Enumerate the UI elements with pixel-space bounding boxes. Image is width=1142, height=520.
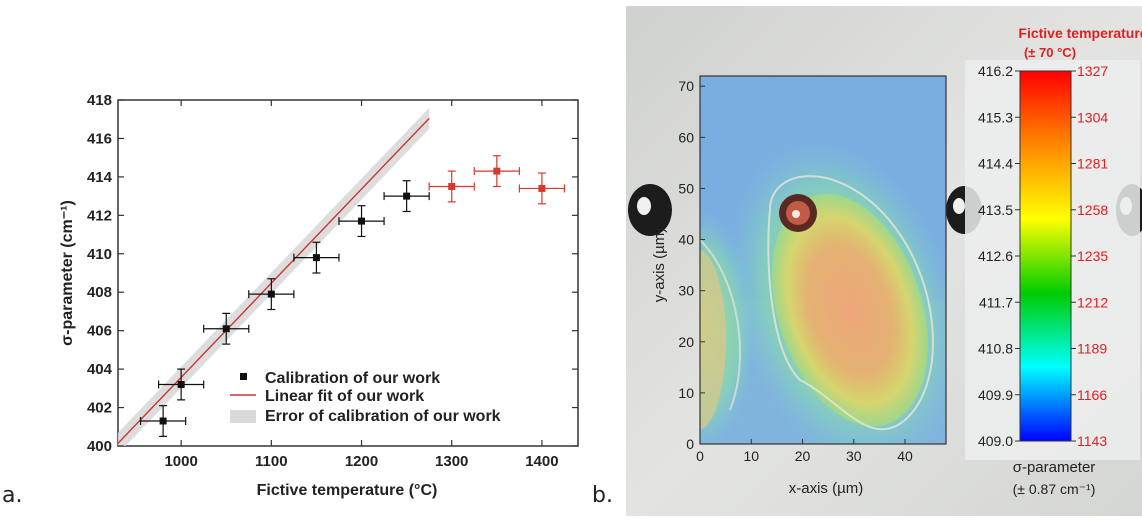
colorbar-right-label-6: 1189 — [1077, 341, 1107, 357]
colorbar-left-label-6: 410.8 — [978, 341, 1013, 357]
x-tick-label-a-0: 1000 — [164, 453, 197, 470]
y-tick-label-a-8: 416 — [87, 130, 112, 147]
colorbar-right-label-0: 1327 — [1077, 63, 1108, 79]
x-axis-label-b: x-axis (µm) — [789, 480, 863, 497]
heatmap-left-lobe-core — [700, 250, 726, 430]
hotspot-center — [792, 210, 800, 218]
y-tick-label-b-3: 30 — [678, 283, 694, 299]
colorbar-right-label-5: 1212 — [1077, 294, 1108, 310]
data-point-0-6 — [383, 180, 430, 213]
side-feature-mid-highlight — [953, 198, 965, 214]
y-tick-label-b-7: 70 — [678, 78, 694, 94]
plot-a-area — [117, 99, 579, 447]
colorbar-title: Fictive temperature — [1018, 25, 1142, 41]
y-tick-label-a-1: 402 — [87, 400, 112, 417]
x-tick-label-b-0: 0 — [696, 448, 704, 464]
x-tick-label-a-2: 1200 — [345, 453, 378, 470]
x-tick-label-b-4: 40 — [897, 448, 913, 464]
axes-a: 1000 1100 1200 1300 1400 400 402 404 406 408 410 41… — [87, 92, 578, 470]
y-tick-label-a-3: 406 — [87, 323, 112, 340]
colorbar-right-label-1: 1304 — [1077, 109, 1108, 125]
colorbar-left-label-8: 409.0 — [978, 433, 1013, 449]
heatmap-image — [700, 76, 946, 444]
colorbar-right-label-7: 1166 — [1077, 387, 1107, 403]
colorbar-ticks: 416.2 1327 415.3 1304 414.4 1281 413.5 1258 412.… — [978, 63, 1108, 449]
y-tick-label-a-7: 414 — [87, 169, 113, 186]
y-tick-label-a-9: 418 — [87, 92, 112, 109]
y-tick-label-a-5: 410 — [87, 246, 112, 263]
y-axis-label-b: y-axis (µm) — [651, 228, 668, 302]
cell-outline-left — [700, 239, 741, 411]
colorbar-left-label-4: 412.6 — [978, 248, 1013, 264]
side-feature-left-highlight — [637, 197, 651, 215]
x-tick-label-a-3: 1300 — [435, 453, 468, 470]
colorbar-bottom-label: σ-parameter — [1013, 459, 1096, 476]
data-point-0-3 — [248, 278, 295, 311]
colorbar-right-label-4: 1235 — [1077, 248, 1108, 264]
legend-marker-error — [230, 410, 256, 423]
colorbar-left-label-5: 411.7 — [979, 294, 1013, 310]
heatmap-panel: 0 10 20 30 40 0 10 20 30 40 50 60 70 x-axis (µm) y-a… — [626, 6, 1142, 516]
x-tick-label-b-3: 30 — [846, 448, 862, 464]
y-tick-label-a-6: 412 — [87, 207, 112, 224]
x-axis-label-a: Fictive temperature (°C) — [257, 482, 438, 499]
data-points-layer — [139, 155, 566, 437]
heatmap-frame — [699, 75, 947, 445]
legend-a: Calibration of our work Linear fit of ou… — [230, 370, 501, 425]
y-tick-label-a-0: 400 — [87, 438, 112, 455]
y-tick-label-a-4: 408 — [87, 284, 112, 301]
y-tick-label-b-0: 0 — [686, 436, 694, 452]
x-tick-label-b-2: 20 — [795, 448, 811, 464]
colorbar-left-label-2: 414.4 — [978, 156, 1013, 172]
fit-line — [118, 117, 430, 444]
legend-label-calibration: Calibration of our work — [265, 370, 440, 387]
legend-marker-calibration — [240, 373, 247, 380]
y-tick-label-a-2: 404 — [87, 361, 113, 378]
x-tick-label-a-1: 1100 — [255, 453, 288, 470]
panel-label-b: b. — [592, 483, 613, 508]
colorbar-title-error: (± 70 °C) — [1024, 45, 1076, 60]
fit-line-layer — [118, 117, 430, 444]
y-tick-label-b-1: 10 — [678, 385, 694, 401]
colorbar-left-label-1: 415.3 — [978, 109, 1013, 125]
colorbar-right-label-8: 1143 — [1077, 433, 1107, 449]
data-point-1-1 — [473, 155, 520, 188]
data-point-0-1 — [157, 368, 205, 401]
y-tick-label-b-6: 60 — [678, 129, 694, 145]
colorbar-bottom-error: (± 0.87 cm⁻¹) — [1013, 481, 1096, 497]
calibration-chart: 1000 1100 1200 1300 1400 400 402 404 406 408 410 41… — [59, 92, 579, 499]
x-tick-label-a-4: 1400 — [525, 453, 558, 470]
data-point-1-0 — [428, 170, 475, 203]
colorbar-right-label-2: 1281 — [1077, 156, 1108, 172]
data-point-1-2 — [518, 172, 566, 205]
y-tick-label-b-4: 40 — [678, 232, 694, 248]
colorbar-right-label-3: 1258 — [1077, 202, 1108, 218]
data-point-0-4 — [293, 241, 340, 274]
y-tick-label-b-2: 20 — [678, 334, 694, 350]
colorbar-left-label-0: 416.2 — [978, 63, 1013, 79]
data-point-0-2 — [203, 312, 250, 345]
colorbar-left-label-7: 409.9 — [978, 387, 1013, 403]
y-axis-label-a: σ-parameter (cm⁻¹) — [59, 200, 76, 346]
colorbar-left-label-3: 413.5 — [978, 202, 1013, 218]
panel-label-a: a. — [2, 483, 23, 508]
x-tick-label-b-1: 10 — [743, 448, 759, 464]
colorbar — [1019, 70, 1072, 442]
axes-b: 0 10 20 30 40 0 10 20 30 40 50 60 70 — [678, 78, 913, 464]
legend-label-error: Error of calibration of our work — [265, 408, 501, 425]
data-point-0-0 — [139, 405, 187, 437]
data-point-0-5 — [338, 205, 385, 238]
heatmap-core — [772, 193, 928, 427]
cell-outline — [767, 175, 934, 431]
legend-label-fit: Linear fit of our work — [265, 388, 424, 405]
y-tick-label-b-5: 50 — [678, 180, 694, 196]
